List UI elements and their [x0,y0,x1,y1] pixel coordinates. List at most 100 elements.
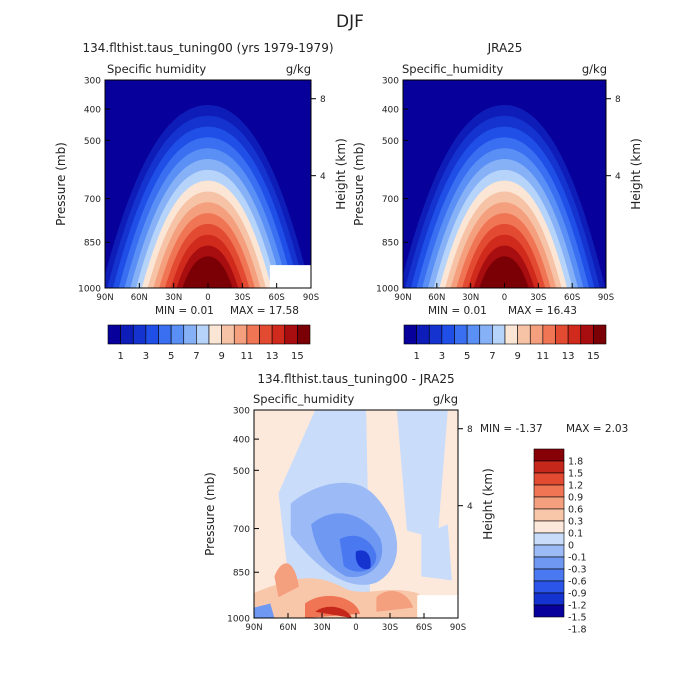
colorbar-swatch [145,324,159,345]
colorbar-label: 1 [413,351,419,362]
colorbar-label: 9 [218,351,224,362]
colorbar-swatch [533,568,565,582]
pressure-tick-label: 850 [233,569,250,579]
panel-left-min: MIN = 0.01 [155,305,214,317]
panel-left-contours [105,80,311,288]
panel-left: 134.flthist.taus_tuning00 (yrs 1979-1979… [54,41,348,362]
latitude-tick-label: 60S [416,623,432,633]
colorbar-label: 7 [489,351,495,362]
colorbar-swatch [196,324,210,345]
latitude-tick-label: 90S [303,293,319,303]
contour-band [479,256,529,288]
colorbar-swatch [533,592,565,606]
colorbar-label: 0.6 [568,505,583,516]
colorbar-swatch [533,472,565,486]
pressure-tick-label: 500 [84,137,101,147]
colorbar-swatch [533,532,565,546]
colorbar-swatch [416,324,430,345]
pressure-tick-label: 500 [382,137,399,147]
colorbar-label: 11 [537,351,550,362]
pressure-tick-label: 850 [382,239,399,249]
colorbar-swatch [246,324,260,345]
y-axis-right-label: Height (km) [334,138,348,209]
colorbar-label: -1.8 [568,625,587,636]
pressure-tick-label: 700 [233,525,250,535]
pressure-tick-label: 1000 [227,615,250,625]
pressure-tick-label: 300 [84,77,101,87]
colorbar-swatch [107,324,121,345]
colorbar-swatch [533,496,565,510]
pressure-tick-label: 700 [382,195,399,205]
y-axis-right-label: Height (km) [629,138,643,209]
panel-left-variable: Specific humidity [107,62,206,76]
latitude-tick-label: 90N [245,623,262,633]
colorbar-label: -0.6 [568,577,587,588]
latitude-tick-label: 30N [313,623,330,633]
colorbar-swatch [479,324,493,345]
latitude-tick-label: 90N [96,293,113,303]
pressure-tick-label: 700 [84,195,101,205]
colorbar-label: 3 [439,351,445,362]
latitude-tick-label: 90N [394,293,411,303]
panel-right-max: MAX = 16.43 [508,305,577,317]
colorbar-label: 15 [587,351,600,362]
colorbar-swatch [533,604,565,618]
colorbar-swatch [533,556,565,570]
panel-right-variable: Specific_humidity [402,62,503,76]
colorbar-swatch [271,324,286,345]
pressure-tick-label: 850 [84,239,101,249]
colorbar-label: 0 [568,541,574,552]
colorbar-bottom: 1.81.51.20.90.60.30.10-0.1-0.3-0.6-0.9-1… [533,448,587,636]
height-tick-label: 4 [467,502,473,512]
colorbar-swatch [428,324,443,345]
panel-right-title: JRA25 [487,41,523,55]
latitude-tick-label: 60S [269,293,285,303]
colorbar-swatch [517,324,531,345]
pressure-tick-label: 400 [84,106,101,116]
latitude-tick-label: 30S [382,623,398,633]
panel-bottom-contours [254,410,458,618]
panel-right-min: MIN = 0.01 [428,305,487,317]
colorbar-swatch [567,324,582,345]
colorbar-swatch [504,324,518,345]
colorbar-swatch [533,520,565,534]
panel-left-units: g/kg [286,62,311,76]
contour-band [315,606,352,618]
colorbar-swatch [533,580,565,594]
latitude-tick-label: 0 [502,293,507,303]
y-axis-right-label: Height (km) [481,468,495,539]
colorbar-swatch [555,324,569,345]
latitude-tick-label: 60S [564,293,580,303]
latitude-tick-label: 30S [234,293,250,303]
latitude-tick-label: 0 [205,293,210,303]
colorbar-swatch [297,324,311,345]
colorbar-label: -0.1 [568,553,587,564]
panel-left-max: MAX = 17.58 [230,305,299,317]
colorbar-swatch [454,324,468,345]
panel-bottom-variable: Specific_humidity [253,392,354,406]
contour-band [355,550,371,570]
latitude-tick-label: 60N [279,623,296,633]
colorbar-swatch [441,324,455,345]
contour-band [421,524,452,581]
y-axis-label: Pressure (mb) [352,142,366,226]
height-tick-label: 4 [320,172,326,182]
panel-left-title: 134.flthist.taus_tuning00 (yrs 1979-1979… [82,41,333,55]
contour-band [396,410,448,539]
colorbar-label: 1 [117,351,123,362]
panel-bottom-max: MAX = 2.03 [566,423,628,435]
colorbar-label: 7 [193,351,199,362]
contour-band [254,603,275,618]
colorbar-left: 1 3 5 7 9 11 13 15 [107,324,311,362]
colorbar-swatch [158,324,172,345]
missing-data-area [269,265,311,288]
pressure-tick-label: 400 [382,106,399,116]
colorbar-swatch [233,324,248,345]
panel-bottom-units: g/kg [433,392,458,406]
colorbar-swatch [221,324,235,345]
latitude-tick-label: 90S [450,623,466,633]
colorbar-label: 3 [143,351,149,362]
latitude-tick-label: 30N [462,293,479,303]
